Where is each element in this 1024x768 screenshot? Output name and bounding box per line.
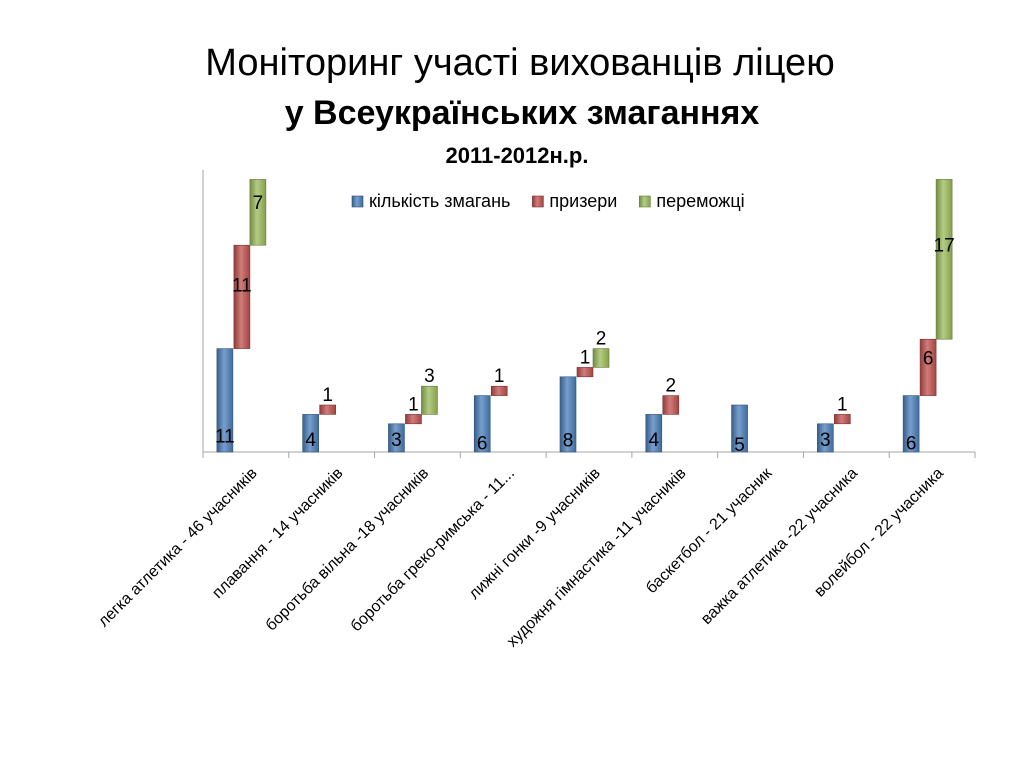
data-label: 4 xyxy=(648,430,659,451)
category-label: боротьба вільна -18 учасників xyxy=(263,465,433,635)
data-label: 11 xyxy=(215,426,235,447)
bar-winners xyxy=(592,348,610,368)
legend-item: переможці xyxy=(656,191,744,211)
data-label: 7 xyxy=(253,193,264,214)
category-label: легка атлетика - 46 учасників xyxy=(95,465,260,630)
data-label: 6 xyxy=(906,434,917,455)
bar-prize-winners xyxy=(576,367,594,378)
bar-competitions xyxy=(645,414,663,453)
legend-swatch xyxy=(351,195,364,208)
data-label: 17 xyxy=(934,235,955,256)
bar-prize-winners xyxy=(662,395,680,415)
bar-competitions xyxy=(731,404,748,453)
data-label: 3 xyxy=(424,366,435,387)
data-label: 11 xyxy=(232,276,252,297)
bar-competitions xyxy=(302,414,319,453)
data-label: 5 xyxy=(734,435,745,456)
chart-year: 2011-2012н.р. xyxy=(445,143,589,168)
data-label: 3 xyxy=(391,430,402,451)
data-label: 6 xyxy=(477,434,488,455)
data-label: 8 xyxy=(563,431,574,452)
chart-subtitle: у Всеукраїнських змаганнях xyxy=(284,94,760,132)
category-label: важка атлетика -22 учасника xyxy=(698,465,861,628)
bar-prize-winners xyxy=(319,404,336,415)
data-label: 3 xyxy=(820,430,831,451)
bar-competitions xyxy=(216,348,234,453)
data-label: 1 xyxy=(580,347,591,368)
legend-item: призери xyxy=(549,191,617,211)
bar-competitions xyxy=(388,423,405,453)
category-label: боротьба греко-римська - 11... xyxy=(348,465,518,635)
bar-prize-winners xyxy=(919,338,937,396)
legend-item: кількість змагань xyxy=(369,191,510,211)
bar-competitions xyxy=(817,423,834,453)
legend-swatch xyxy=(639,195,651,208)
data-label: 4 xyxy=(305,430,316,451)
data-label: 6 xyxy=(923,349,934,370)
data-label: 1 xyxy=(322,385,333,406)
bar-competitions xyxy=(902,395,920,453)
bar-prize-winners xyxy=(490,385,508,396)
bar-competitions xyxy=(473,395,491,453)
data-label: 1 xyxy=(408,394,419,415)
data-label: 1 xyxy=(494,366,505,387)
bar-winners xyxy=(421,385,438,415)
legend-swatch xyxy=(532,195,544,208)
bar-prize-winners xyxy=(834,414,851,425)
data-label: 2 xyxy=(596,329,607,350)
bar-competitions xyxy=(559,376,577,453)
category-label: художня гімнастика -11 учасників xyxy=(504,465,690,651)
chart-title: Моніторинг участі вихованців ліцею xyxy=(205,42,835,84)
bar-winners xyxy=(249,179,267,246)
bar-winners xyxy=(935,179,953,340)
bar-prize-winners xyxy=(233,244,251,349)
chart-legend: кількість змагань призери переможці xyxy=(351,191,745,211)
data-label: 2 xyxy=(665,376,676,397)
data-label: 1 xyxy=(837,394,848,415)
bar-prize-winners xyxy=(405,414,422,425)
